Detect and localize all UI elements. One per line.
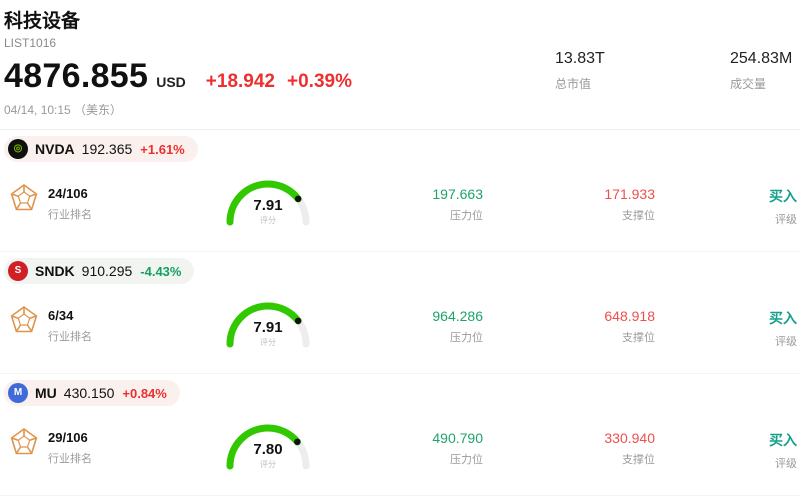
stock-pill[interactable]: S SNDK 910.295 -4.43% [4, 258, 195, 284]
score-value: 7.91 [253, 197, 283, 214]
stock-price: 192.365 [81, 141, 133, 157]
index-change-value: +18.942 [205, 71, 275, 92]
market-cap-label: 总市值 [555, 77, 592, 91]
volume-label: 成交量 [730, 77, 767, 91]
stock-price: 910.295 [81, 263, 133, 279]
support-block: 330.940 支撑位 [567, 430, 655, 467]
logo-glyph: ◎ [13, 143, 23, 154]
summary-header: 科技设备 LIST1016 4876.855 USD +18.942 +0.39%… [0, 0, 800, 130]
quote-timestamp: 04/14, 10:15 （美东） [4, 103, 123, 117]
resistance-label: 压力位 [450, 454, 483, 466]
industry-rank: 24/106 行业排名 [48, 186, 92, 222]
market-cap-value: 13.83T [555, 50, 605, 67]
resistance-label: 压力位 [450, 210, 483, 222]
industry-rank: 29/106 行业排名 [48, 430, 92, 466]
score-label: 评分 [260, 216, 276, 225]
index-change: +18.942 +0.39% [206, 71, 352, 93]
volume-stat: 254.83M 成交量 [730, 50, 792, 92]
stock-pill[interactable]: ◎ NVDA 192.365 +1.61% [4, 136, 198, 162]
stock-card-sndk[interactable]: S SNDK 910.295 -4.43% 6/34 行业排名 7.91 评分 … [0, 252, 800, 374]
support-label: 支撑位 [622, 332, 655, 344]
rating-block: 买入 评级 [707, 186, 797, 227]
stock-card-nvda[interactable]: ◎ NVDA 192.365 +1.61% 24/106 行业排名 7.91 评… [0, 130, 800, 252]
logo-glyph: M [13, 387, 23, 398]
industry-rank: 6/34 行业排名 [48, 308, 92, 344]
rank-badge-icon [8, 182, 40, 214]
stock-change: -4.43% [140, 263, 182, 279]
score-gauge: 7.91 评分 [220, 294, 316, 352]
support-value: 171.933 [604, 186, 655, 202]
rating-label: 评级 [775, 336, 797, 348]
nvidia-logo: ◎ [8, 139, 28, 159]
score-label: 评分 [260, 338, 276, 347]
resistance-label: 压力位 [450, 332, 483, 344]
support-block: 648.918 支撑位 [567, 308, 655, 345]
market-cap-stat: 13.83T 总市值 [555, 50, 605, 92]
resistance-value: 490.790 [432, 430, 483, 446]
resistance-value: 197.663 [432, 186, 483, 202]
rank-value: 24/106 [48, 186, 88, 201]
rating-block: 买入 评级 [707, 308, 797, 349]
resistance-block: 197.663 压力位 [395, 186, 483, 223]
ticker: MU [35, 385, 57, 401]
index-price: 4876.855 [4, 57, 149, 95]
page-title: 科技设备 [4, 11, 81, 32]
rank-value: 6/34 [48, 308, 74, 323]
rank-label: 行业排名 [48, 209, 92, 221]
resistance-block: 490.790 压力位 [395, 430, 483, 467]
stock-change: +0.84% [122, 385, 167, 401]
ticker: SNDK [35, 263, 75, 279]
list-id: LIST1016 [4, 36, 57, 50]
rating-value: 买入 [769, 188, 797, 204]
resistance-value: 964.286 [432, 308, 483, 324]
support-value: 648.918 [604, 308, 655, 324]
volume-value: 254.83M [730, 50, 793, 67]
index-change-percent: +0.39% [287, 71, 352, 92]
stock-change: +1.61% [140, 141, 185, 157]
stock-card-mu[interactable]: M MU 430.150 +0.84% 29/106 行业排名 7.80 评分 … [0, 374, 800, 496]
score-value: 7.91 [253, 319, 283, 336]
rating-label: 评级 [775, 214, 797, 226]
support-label: 支撑位 [622, 210, 655, 222]
micron-logo: M [8, 383, 28, 403]
rating-label: 评级 [775, 458, 797, 470]
stock-pill[interactable]: M MU 430.150 +0.84% [4, 380, 180, 406]
rank-label: 行业排名 [48, 331, 92, 343]
rating-value: 买入 [769, 432, 797, 448]
resistance-block: 964.286 压力位 [395, 308, 483, 345]
score-gauge: 7.80 评分 [220, 416, 316, 474]
currency-label: USD [156, 74, 186, 90]
support-block: 171.933 支撑位 [567, 186, 655, 223]
rank-badge-icon [8, 426, 40, 458]
support-label: 支撑位 [622, 454, 655, 466]
sandisk-logo: S [8, 261, 28, 281]
ticker: NVDA [35, 141, 75, 157]
rank-value: 29/106 [48, 430, 88, 445]
index-price-row: 4876.855 USD +18.942 +0.39% [4, 57, 796, 96]
rating-value: 买入 [769, 310, 797, 326]
rank-badge-icon [8, 304, 40, 336]
logo-glyph: S [14, 265, 22, 276]
stock-price: 430.150 [63, 385, 115, 401]
score-gauge: 7.91 评分 [220, 172, 316, 230]
support-value: 330.940 [604, 430, 655, 446]
score-label: 评分 [260, 460, 276, 469]
rank-label: 行业排名 [48, 453, 92, 465]
score-value: 7.80 [253, 441, 283, 458]
rating-block: 买入 评级 [707, 430, 797, 471]
